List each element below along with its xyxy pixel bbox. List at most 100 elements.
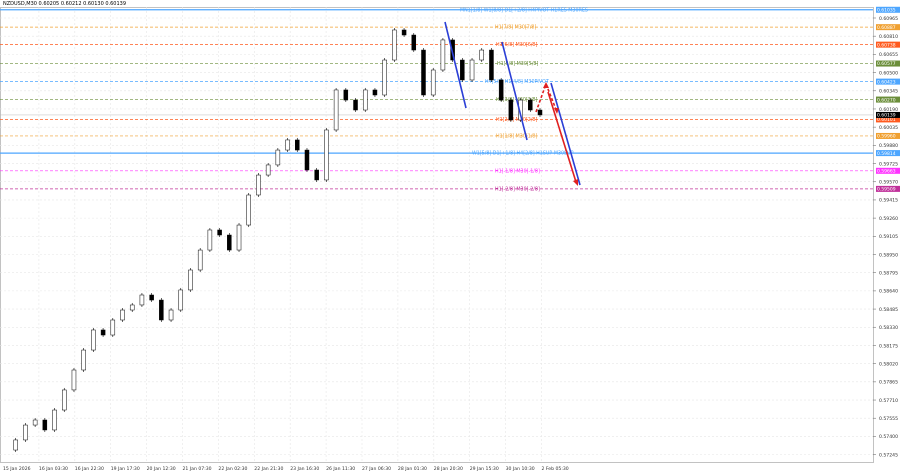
candle-body (314, 169, 319, 181)
price-tag (876, 185, 900, 192)
price-tag (876, 167, 900, 174)
candle-body (42, 419, 48, 431)
price-tag-label: 0.60887 (877, 25, 896, 31)
x-tick-label: 26 Jan 11:30 (326, 466, 355, 472)
candles (13, 27, 543, 453)
x-tick-label: 15 Jan 2026 (3, 466, 31, 472)
price-tag-label: 0.59814 (877, 151, 896, 157)
candle-body (168, 309, 174, 321)
price-tag (876, 96, 900, 103)
y-tick-label: 0.60190 (879, 107, 898, 113)
arrow-head-icon (573, 179, 578, 186)
x-tick-label: 30 Jan 10:30 (506, 466, 535, 472)
candle-body (343, 89, 349, 101)
y-tick-label: 0.58175 (879, 343, 898, 349)
price-tag (876, 41, 900, 48)
candle-body (217, 229, 222, 236)
y-tick-label: 0.59105 (879, 234, 898, 240)
chart-title: NZDUSD,M30 0.60205 0.60212 0.60130 0.601… (3, 1, 127, 7)
y-tick-label: 0.58950 (879, 252, 898, 258)
candle-body (129, 304, 135, 311)
y-tick-label: 0.59880 (879, 143, 898, 149)
candle-body (110, 319, 116, 336)
trend-line (501, 41, 528, 141)
level-label: H1[1/8] M30[1/8] (496, 133, 537, 139)
level-label: H4[5/8] H1[4/8] M30PIVOT (485, 79, 549, 85)
price-tag-label: 0.60101 (877, 117, 896, 123)
candle-body (372, 89, 378, 96)
y-tick-label: 0.57710 (879, 398, 898, 404)
arrow-head-icon (543, 82, 549, 88)
candle-body (52, 409, 57, 431)
candle-body (62, 389, 67, 411)
y-tick-label: 0.60965 (879, 16, 898, 22)
candle-body (139, 294, 145, 306)
candle-body (178, 289, 184, 311)
y-tick-label: 0.60500 (879, 70, 898, 76)
y-tick-label: 0.58020 (879, 361, 898, 367)
y-tick-label: 0.59570 (879, 180, 898, 186)
y-tick-label: 0.60345 (879, 89, 898, 95)
candle-body (353, 99, 358, 111)
price-tag (876, 132, 900, 139)
candle-body (236, 224, 242, 251)
candle-body (227, 234, 232, 251)
candle-body (440, 39, 446, 71)
price-tag (876, 6, 900, 13)
candle-body (246, 194, 251, 226)
x-tick-label: 28 Jan 01:30 (398, 466, 427, 472)
candle-body (489, 49, 494, 81)
price-tag-label: 0.59960 (877, 134, 896, 140)
trend-line (550, 82, 581, 186)
x-tick-label: 22 Jan 21:30 (254, 466, 283, 472)
candle-body (197, 249, 203, 271)
y-tick-label: 0.60035 (879, 125, 898, 131)
candle-body (81, 349, 86, 371)
candle-body (392, 29, 397, 61)
candle-body (333, 89, 339, 131)
candle-body (382, 59, 387, 96)
trend-line (444, 21, 467, 109)
candle-body (207, 229, 213, 251)
price-tag (876, 24, 900, 31)
x-tick-label: 21 Jan 07:30 (183, 466, 212, 472)
candle-body (324, 129, 329, 181)
projection-arrow-line (547, 91, 577, 183)
price-tag (876, 116, 900, 123)
y-tick-label: 0.57555 (879, 416, 898, 422)
price-tag-label: 0.61035 (877, 7, 896, 13)
x-tick-label: 23 Jan 16:30 (290, 466, 319, 472)
level-label: H1[7/8] M30[7/8] (495, 25, 536, 31)
price-tag (876, 78, 900, 85)
x-tick-label: 16 Jan 03:30 (39, 466, 68, 472)
y-tick-label: 0.59260 (879, 216, 898, 222)
y-tick-label: 0.60810 (879, 34, 898, 40)
candle-body (295, 139, 300, 151)
candle-body (120, 309, 125, 321)
price-tag (876, 150, 900, 157)
candle-body (362, 89, 368, 111)
candle-body (265, 164, 271, 176)
level-label: H1[2/8] M30[2/8] (496, 117, 537, 123)
y-tick-label: 0.58640 (879, 289, 898, 295)
candle-body (285, 139, 290, 151)
price-tag-label: 0.60577 (877, 61, 896, 67)
candle-body (479, 49, 484, 61)
level-label: H1[6/8] M30[6/8] (496, 42, 537, 48)
x-tick-label: 27 Jan 06:30 (362, 466, 391, 472)
candle-body (411, 34, 417, 51)
current-price-label: 0.60139 (877, 113, 896, 119)
y-tick-label: 0.58485 (879, 307, 898, 313)
y-tick-label: 0.58330 (879, 325, 898, 331)
price-tag-label: 0.60738 (877, 42, 896, 48)
candle-body (23, 424, 28, 441)
candle-body (256, 174, 261, 196)
y-tick-label: 0.59415 (879, 198, 898, 204)
arrow-head-icon (554, 108, 559, 114)
y-tick-label: 0.57400 (879, 434, 898, 440)
y-tick-label: 0.60655 (879, 52, 898, 58)
x-tick-label: 20 Jan 12:30 (147, 466, 176, 472)
candle-body (460, 59, 465, 81)
